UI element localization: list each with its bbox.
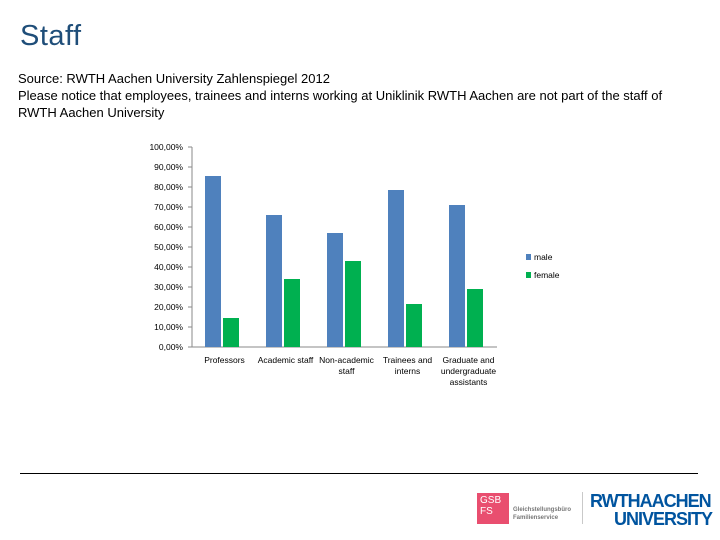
page-title: Staff (20, 20, 82, 52)
y-tick-label: 100,00% (149, 142, 183, 152)
bar-female (467, 289, 483, 347)
footer-divider (20, 473, 698, 474)
y-tick-label: 10,00% (154, 322, 183, 332)
x-tick-label: Academic staff (258, 355, 314, 365)
bar-female (345, 261, 361, 347)
y-tick-label: 80,00% (154, 182, 183, 192)
gsb-text-line-2: Familienservice (513, 515, 559, 521)
legend-swatch-female (526, 272, 531, 278)
rwth-aachen-logo: RWTHAACHEN UNIVERSITY (590, 491, 713, 529)
x-tick-label: assistants (450, 377, 488, 387)
legend-swatch-male (526, 254, 531, 260)
legend-label-female: female (534, 270, 560, 280)
bar-male (449, 205, 465, 347)
x-tick-label: Non-academic (319, 355, 375, 365)
gsb-logo: GSB FS (477, 493, 509, 524)
bar-female (406, 304, 422, 347)
bar-female (223, 318, 239, 347)
gsb-text-line-1: Gleichstellungsbüro (513, 507, 572, 513)
x-tick-label: Professors (204, 355, 245, 365)
bar-male (388, 190, 404, 347)
bar-female (284, 279, 300, 347)
x-tick-label: Trainees and (383, 355, 433, 365)
rwth-logo-line-1: RWTHAACHEN (590, 491, 712, 511)
logo-separator (582, 492, 583, 524)
y-tick-label: 90,00% (154, 162, 183, 172)
gsb-mark-line-1: GSB (480, 495, 502, 506)
source-line: Source: RWTH Aachen University Zahlenspi… (18, 71, 330, 86)
staff-bar-chart: 0,00% 10,00% 20,00% 30,00% 40,00% 50,00% 60,00… (149, 142, 560, 387)
x-tick-label: interns (395, 366, 421, 376)
gsb-logo-text: Gleichstellungsbüro Familienservice (513, 506, 571, 522)
x-tick-label: Graduate and (443, 355, 495, 365)
rwth-logo-line-2: UNIVERSITY (613, 509, 713, 529)
y-tick-label: 40,00% (154, 262, 183, 272)
gsb-mark-line-2: FS (480, 506, 493, 517)
source-notice: Source: RWTH Aachen University Zahlenspi… (18, 70, 688, 121)
bar-male (205, 176, 221, 347)
y-tick-label: 0,00% (159, 342, 184, 352)
notice-line: Please notice that employees, trainees a… (18, 88, 663, 120)
y-tick-label: 20,00% (154, 302, 183, 312)
y-tick-label: 60,00% (154, 222, 183, 232)
x-tick-label: undergraduate (441, 366, 497, 376)
y-tick-label: 30,00% (154, 282, 183, 292)
legend-label-male: male (534, 252, 553, 262)
bar-male (266, 215, 282, 347)
y-tick-label: 70,00% (154, 202, 183, 212)
x-tick-label: staff (339, 366, 356, 376)
y-tick-label: 50,00% (154, 242, 183, 252)
bar-male (327, 233, 343, 347)
